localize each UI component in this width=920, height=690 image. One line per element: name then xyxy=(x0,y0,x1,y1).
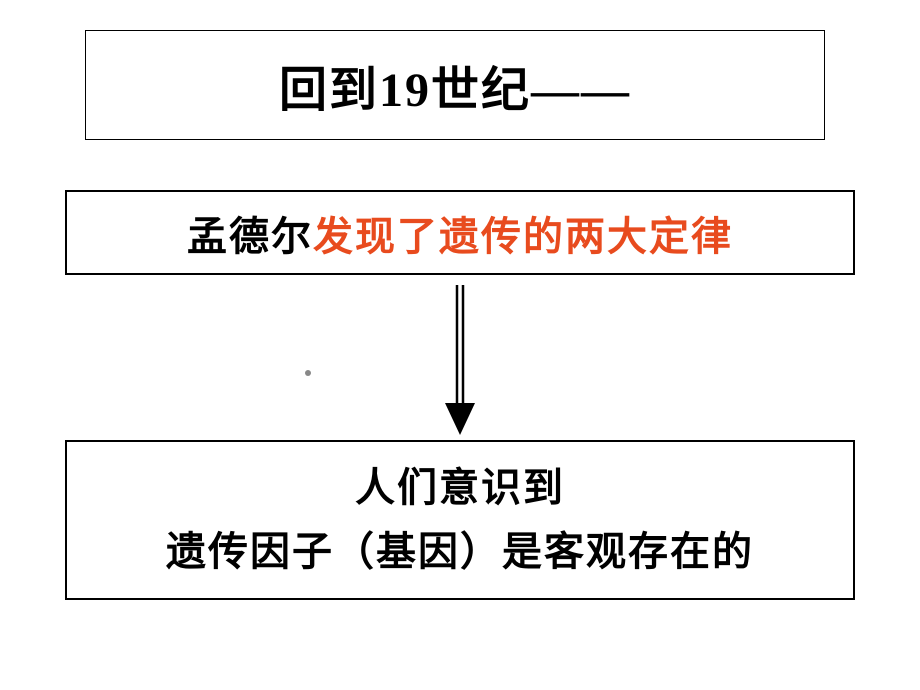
decorative-dot xyxy=(305,370,311,376)
middle-highlight: 发现了遗传的两大定律 xyxy=(313,214,733,259)
bottom-line2: 遗传因子（基因）是客观存在的 xyxy=(166,520,754,584)
bottom-line1: 人们意识到 xyxy=(355,456,565,520)
bottom-box: 人们意识到 遗传因子（基因）是客观存在的 xyxy=(65,440,855,600)
middle-prefix: 孟德尔 xyxy=(187,214,313,259)
title-text: 回到19世纪—— xyxy=(279,50,631,120)
arrow-down-icon xyxy=(440,285,480,435)
title-box: 回到19世纪—— xyxy=(85,30,825,140)
middle-box: 孟德尔发现了遗传的两大定律 xyxy=(65,190,855,275)
